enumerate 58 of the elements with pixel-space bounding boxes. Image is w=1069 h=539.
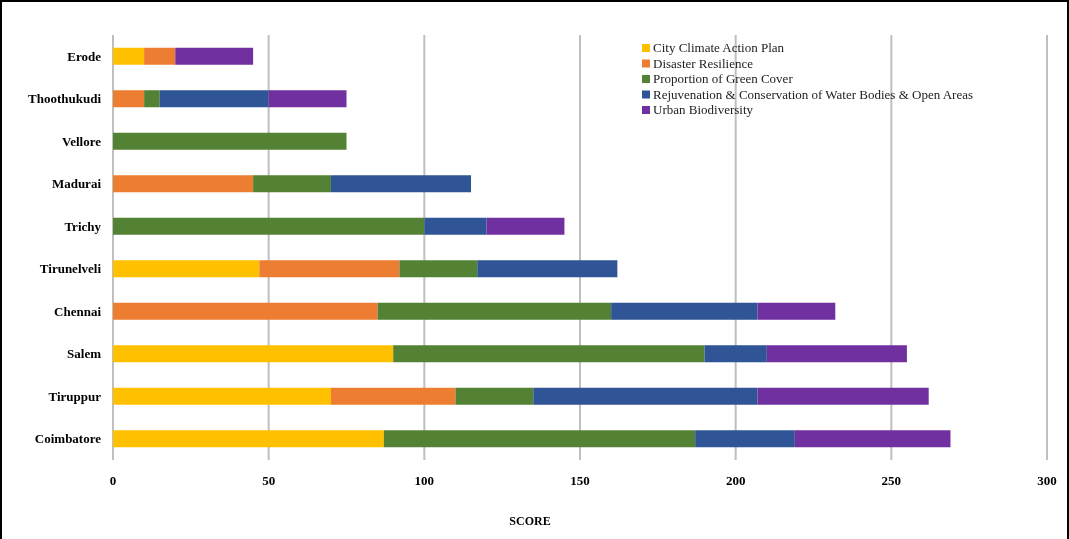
bar: [159, 90, 269, 108]
bar: [113, 175, 254, 193]
bar: [268, 90, 347, 108]
legend-label: City Climate Action Plan: [653, 40, 785, 55]
bar: [113, 132, 347, 150]
y-tick-label: Vellore: [62, 133, 102, 149]
bar: [704, 345, 767, 363]
bar: [455, 387, 534, 405]
bar: [330, 175, 472, 193]
y-tick-label: Trichy: [64, 218, 102, 234]
bar: [253, 175, 331, 193]
x-tick-label: 300: [1037, 473, 1057, 488]
y-tick-label: Erode: [67, 48, 102, 64]
bar: [611, 302, 758, 320]
legend-label: Rejuvenation & Conservation of Water Bodies & Open Areas: [653, 86, 974, 102]
x-tick-label: 0: [109, 473, 117, 488]
bar: [424, 217, 487, 235]
bar: [377, 302, 612, 320]
bar: [259, 260, 400, 278]
y-tick-label: Coimbatore: [34, 431, 102, 447]
bar: [113, 430, 384, 448]
bar: [113, 90, 145, 108]
bar: [144, 90, 160, 108]
bar: [330, 387, 456, 405]
y-tick-label: Tirunelveli: [39, 261, 102, 277]
x-axis-title: SCORE: [509, 514, 551, 528]
bar: [486, 217, 565, 235]
bar: [399, 260, 478, 278]
bar: [695, 430, 795, 448]
bar: [113, 345, 394, 363]
x-tick-label: 150: [570, 473, 590, 488]
bar: [113, 387, 331, 405]
x-tick-label: 250: [881, 473, 902, 488]
bar: [144, 47, 176, 65]
x-tick-label: 100: [414, 473, 435, 488]
bar: [383, 430, 696, 448]
x-tick-label: 50: [262, 473, 276, 488]
bar: [757, 387, 929, 405]
bar: [175, 47, 254, 65]
bar: [794, 430, 951, 448]
bar: [766, 345, 907, 363]
bar: [533, 387, 758, 405]
y-tick-label: Madurai: [51, 176, 102, 192]
bar: [113, 217, 425, 235]
bar: [113, 260, 260, 278]
y-tick-label: Salem: [67, 346, 102, 362]
bar: [477, 260, 618, 278]
bar: [113, 47, 145, 65]
y-tick-label: Tiruppur: [48, 388, 102, 404]
bar: [113, 302, 378, 320]
legend-label: Disaster Resilience: [653, 55, 754, 71]
bar: [393, 345, 705, 363]
legend-label: Urban Biodiversity: [653, 102, 754, 117]
y-tick-label: Thoothukudi: [28, 91, 102, 107]
x-tick-label: 200: [725, 473, 746, 488]
y-tick-label: Chennai: [54, 303, 102, 319]
legend-label: Proportion of Green Cover: [653, 71, 794, 86]
bar: [757, 302, 836, 320]
